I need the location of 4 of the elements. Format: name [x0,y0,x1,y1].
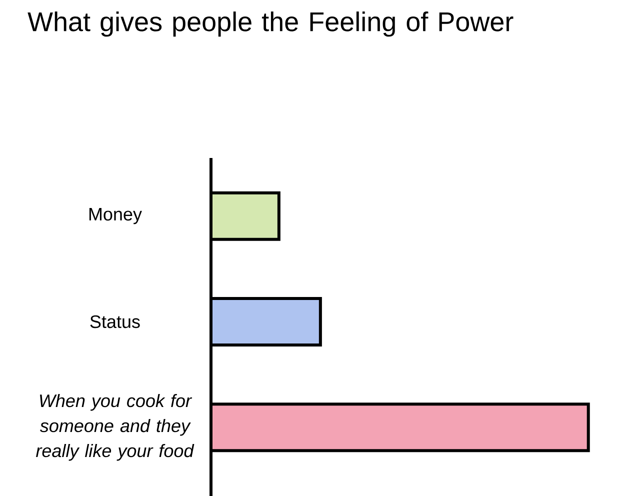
y-tick-label: Status [90,315,140,328]
y-tick-label: When you cook for someone and they really like your food [36,394,194,461]
chart-title: What gives people the Feeling of Power [28,12,514,37]
y-tick-label: Money [89,208,142,224]
